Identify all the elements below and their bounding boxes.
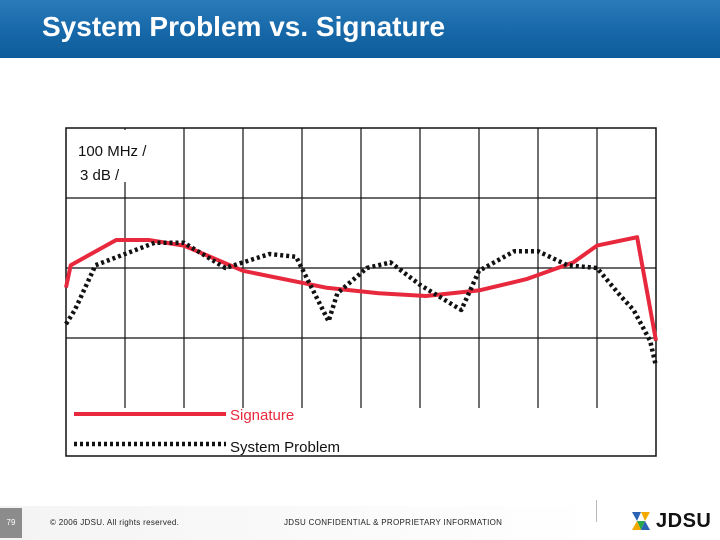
jdsu-logo: JDSU [628, 508, 720, 534]
series-line-system-problem [64, 240, 659, 367]
series-line-signature [64, 235, 658, 342]
legend-label-signature: Signature [230, 407, 294, 424]
legend-backing [67, 410, 655, 455]
scale-label-backing [68, 130, 166, 182]
scale-label-frequency: 100 MHz / [78, 143, 147, 160]
slide-title: System Problem vs. Signature [42, 11, 446, 42]
jdsu-logo-icon [632, 512, 650, 530]
scale-label-amplitude: 3 dB / [80, 167, 120, 184]
footer-bar [0, 506, 600, 540]
confidential-text: JDSU CONFIDENTIAL & PROPRIETARY INFORMAT… [284, 518, 503, 527]
page-number: 79 [0, 508, 22, 538]
logo-wordmark: JDSU [656, 510, 712, 532]
title-banner: System Problem vs. Signature [0, 0, 720, 58]
copyright-text: © 2006 JDSU. All rights reserved. [50, 518, 180, 527]
legend-label-system-problem: System Problem [230, 439, 340, 456]
footer-divider [596, 500, 597, 522]
